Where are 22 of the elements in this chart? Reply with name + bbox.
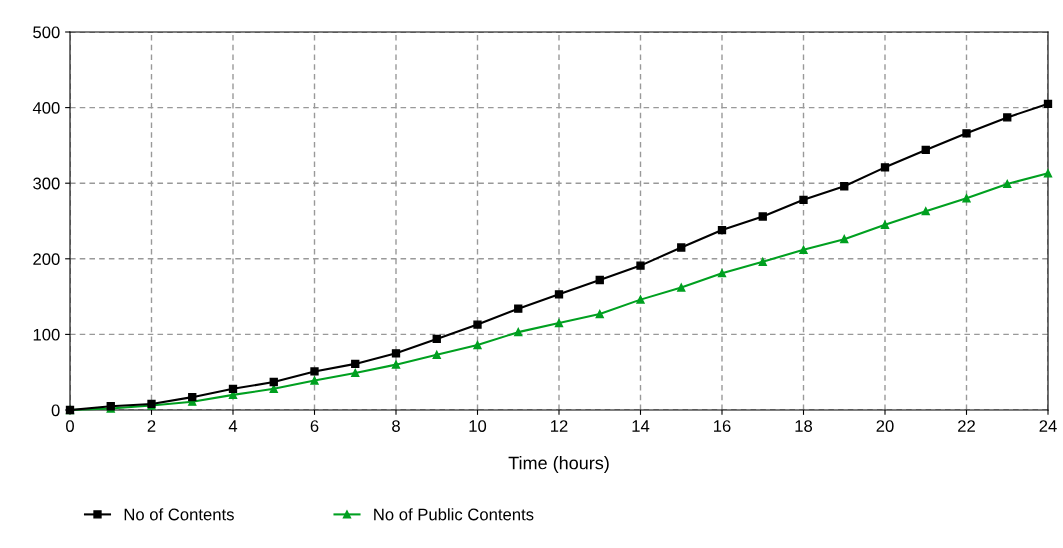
x-tick-label: 0 <box>66 420 74 432</box>
x-axis-title: Time (hours) <box>508 456 609 473</box>
x-tick-label: 4 <box>228 420 238 432</box>
x-tick-label: 20 <box>876 420 894 432</box>
y-tick-label: 400 <box>32 102 60 114</box>
legend-label: No of Public Contents <box>374 508 534 521</box>
x-tick-label: 16 <box>714 420 731 432</box>
x-tick-label: 10 <box>469 420 487 432</box>
x-tick-label: 6 <box>310 420 319 432</box>
y-tick-label: 0 <box>51 404 60 417</box>
legend-label: No of Contents <box>124 508 234 521</box>
x-tick-label: 14 <box>632 420 650 432</box>
x-tick-label: 2 <box>147 420 156 432</box>
x-tick-label: 12 <box>551 420 568 432</box>
x-tick-label: 8 <box>392 420 400 432</box>
x-tick-label: 24 <box>1039 420 1057 432</box>
y-tick-label: 200 <box>33 253 60 265</box>
y-tick-label: 500 <box>33 26 60 39</box>
y-tick-label: 300 <box>33 177 60 190</box>
x-tick-label: 22 <box>958 420 975 432</box>
y-tick-label: 100 <box>33 328 60 341</box>
x-tick-label: 18 <box>795 420 813 432</box>
